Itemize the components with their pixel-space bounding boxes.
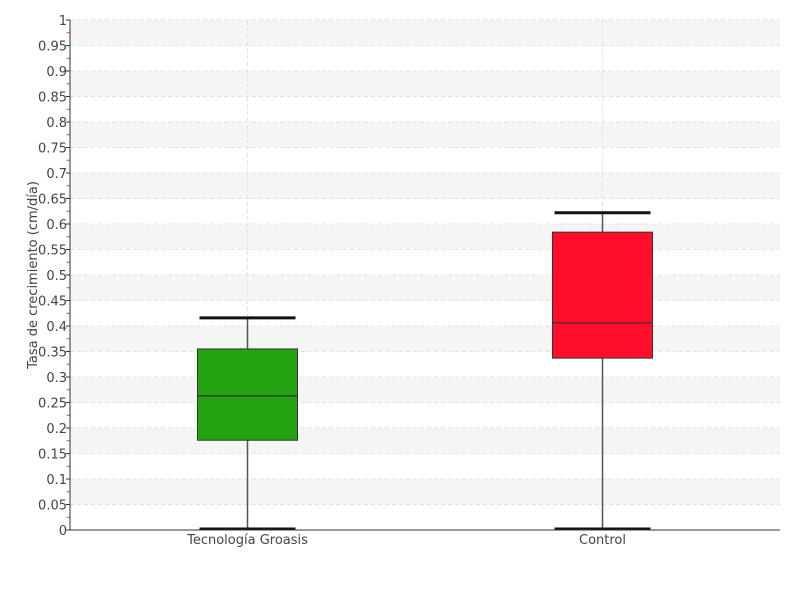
y-tick-label: 1 <box>59 14 67 29</box>
y-tick-label: 0.55 <box>38 244 67 259</box>
y-tick-label: 0.45 <box>38 295 67 310</box>
grid-band <box>70 71 780 97</box>
y-tick-label: 0.7 <box>46 167 67 182</box>
y-tick-label: 0.4 <box>46 320 67 335</box>
y-axis-label: Tasa de crecimiento (cm/día) <box>26 181 41 370</box>
x-tick-label: Tecnología Groasis <box>186 533 308 548</box>
y-tick-label: 0.95 <box>38 40 67 55</box>
y-tick-label: 0 <box>59 524 67 539</box>
y-tick-label: 0.65 <box>38 193 67 208</box>
y-tick-label: 0.1 <box>46 473 67 488</box>
grid-band <box>70 326 780 352</box>
grid-band <box>70 20 780 46</box>
y-tick-label: 0.2 <box>46 422 67 437</box>
grid-band <box>70 173 780 199</box>
grid-band <box>70 224 780 250</box>
y-tick-label: 0.35 <box>38 346 67 361</box>
grid-band <box>70 428 780 454</box>
grid-band <box>70 122 780 148</box>
box-iqr <box>552 231 653 359</box>
grid-band <box>70 479 780 505</box>
y-tick-label: 0.05 <box>38 499 67 514</box>
x-tick-label: Control <box>579 533 626 548</box>
gridlines <box>70 19 780 531</box>
grid-band <box>70 377 780 403</box>
y-tick-label: 0.15 <box>38 448 67 463</box>
y-tick-label: 0.5 <box>46 269 67 284</box>
y-tick-label: 0.75 <box>38 142 67 157</box>
box-iqr <box>197 348 298 441</box>
y-tick-label: 0.8 <box>46 116 67 131</box>
background-bands <box>70 20 780 505</box>
y-tick-label: 0.25 <box>38 397 67 412</box>
grid-band <box>70 275 780 301</box>
y-tick-label: 0.9 <box>46 65 67 80</box>
axes: 0 0.05 0.1 0.15 0.2 0.25 0.3 0.35 0.4 0.45 0.5 0.55… <box>38 14 780 548</box>
y-tick-label: 0.85 <box>38 91 67 106</box>
y-tick-label: 0.3 <box>46 371 67 386</box>
y-tick-label: 0.6 <box>46 218 67 233</box>
boxes <box>197 211 653 531</box>
